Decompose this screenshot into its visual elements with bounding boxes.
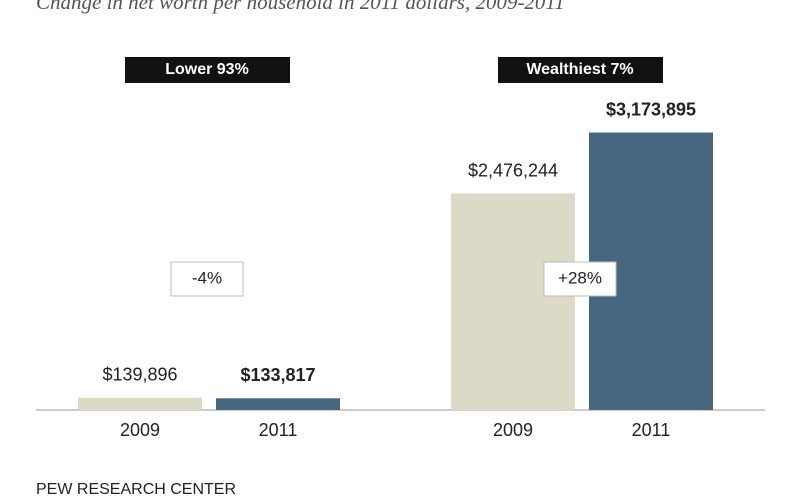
- x-tick-label: 2009: [120, 420, 160, 440]
- value-label: $3,173,895: [606, 99, 696, 119]
- x-tick-label: 2011: [632, 420, 671, 440]
- panel-header-box: [125, 57, 290, 83]
- annotation: +28%: [558, 268, 602, 287]
- bar: [78, 397, 202, 410]
- x-tick-label: 2011: [259, 420, 298, 440]
- source: PEW RESEARCH CENTER: [36, 481, 236, 498]
- panel-header: Lower 93%: [165, 61, 249, 78]
- chart-subtitle: Change in net worth per household in 201…: [36, 0, 565, 14]
- panel-header-box: [498, 57, 663, 83]
- bar: [216, 398, 340, 410]
- annotation-box: [543, 261, 617, 297]
- annotation: -4%: [192, 268, 222, 287]
- x-tick-label: 2009: [493, 420, 533, 440]
- annotation-box: [170, 261, 244, 297]
- value-label: $2,476,244: [468, 160, 558, 180]
- value-label: $139,896: [102, 365, 177, 385]
- value-label: $133,817: [240, 365, 315, 385]
- bar: [451, 193, 575, 410]
- panel-header: Wealthiest 7%: [526, 61, 633, 78]
